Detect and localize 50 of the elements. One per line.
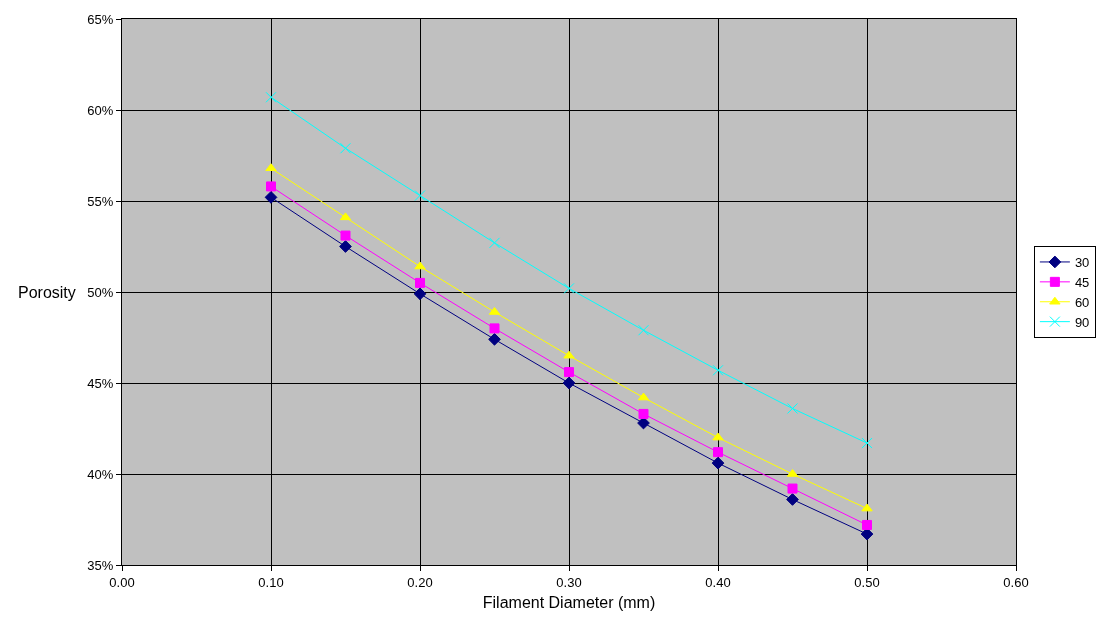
- point: [861, 503, 873, 512]
- y-tick-label: 50%: [87, 284, 114, 300]
- point: [414, 190, 426, 202]
- y-tick-label: 40%: [87, 466, 114, 482]
- point: [563, 350, 575, 359]
- y-tick-label: 45%: [87, 375, 114, 391]
- point: [339, 240, 352, 253]
- point: [638, 408, 649, 419]
- legend-label: 45: [1074, 274, 1090, 290]
- point: [787, 483, 798, 494]
- point: [265, 91, 277, 103]
- legend-label: 60: [1074, 294, 1090, 310]
- point: [562, 376, 576, 390]
- point: [638, 324, 649, 336]
- point: [264, 191, 278, 204]
- point: [340, 142, 351, 154]
- x-tick-label: 0.00: [109, 574, 135, 590]
- point: [266, 181, 276, 192]
- point: [786, 493, 799, 506]
- point: [713, 447, 723, 458]
- point: [862, 519, 872, 530]
- point: [488, 332, 501, 346]
- x-tick-label: 0.60: [1003, 574, 1029, 590]
- y-tick-label: 65%: [87, 11, 114, 27]
- point: [340, 230, 351, 241]
- point: [563, 282, 575, 294]
- point: [637, 416, 650, 430]
- y-tick-label: 60%: [87, 102, 114, 118]
- point: [489, 237, 500, 249]
- point: [489, 323, 500, 334]
- x-tick-label: 0.10: [258, 574, 284, 590]
- x-tick-label: 0.50: [854, 574, 880, 590]
- x-tick-label: 0.30: [556, 574, 582, 590]
- y-tick-label: 55%: [87, 193, 114, 209]
- point: [413, 287, 427, 301]
- point: [414, 261, 426, 270]
- y-tick-label: 35%: [87, 557, 114, 573]
- point: [564, 367, 574, 378]
- point: [712, 364, 724, 376]
- point: [711, 456, 725, 470]
- x-tick-label: 0.20: [407, 574, 433, 590]
- x-axis-title: Filament Diameter (mm): [482, 594, 656, 612]
- point: [712, 432, 724, 441]
- point: [415, 277, 425, 288]
- point: [787, 402, 798, 414]
- y-axis-title: Porosity: [18, 284, 76, 301]
- point: [861, 437, 873, 449]
- legend-label: 30: [1074, 255, 1090, 271]
- x-tick-label: 0.40: [705, 574, 731, 590]
- legend-label: 90: [1074, 314, 1090, 330]
